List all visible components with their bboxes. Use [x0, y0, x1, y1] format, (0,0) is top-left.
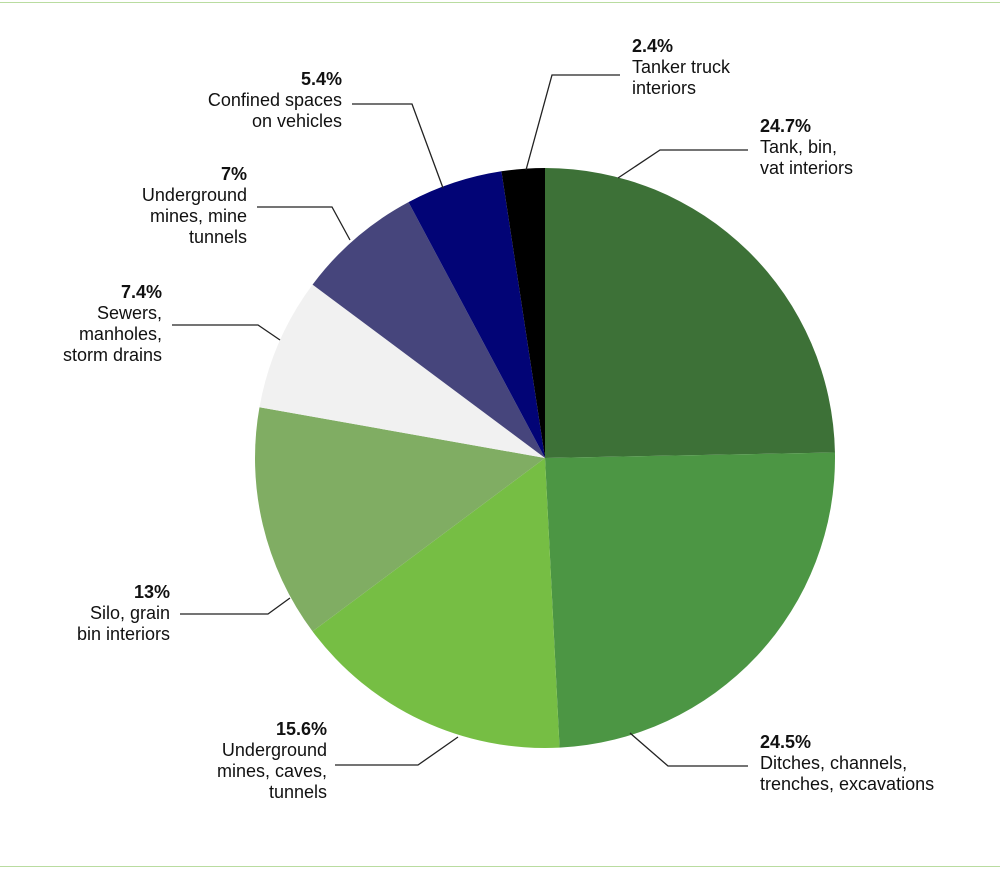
pie-slice-4	[255, 407, 545, 632]
slice-label-line: interiors	[632, 78, 696, 98]
slice-label-line: Sewers,	[97, 303, 162, 323]
slice-percent: 24.5%	[760, 732, 811, 752]
slice-percent: 2.4%	[632, 36, 673, 56]
slice-label-line: Confined spaces	[208, 90, 342, 110]
bottom-divider	[0, 866, 1000, 867]
top-divider	[0, 2, 1000, 3]
leader-line-8	[525, 74, 620, 171]
pie-slice-1	[545, 168, 835, 458]
slice-label-line: trenches, excavations	[760, 774, 934, 794]
slice-percent: 24.7%	[760, 116, 811, 136]
slice-label-line: tunnels	[189, 227, 247, 247]
slice-label-5: 7.4% Sewers, manholes, storm drains	[63, 282, 162, 365]
slice-label-line: Tank, bin,	[760, 137, 837, 157]
slice-labels: 24.7% Tank, bin, vat interiors 24.5% Ditches…	[63, 36, 934, 802]
slice-label-4: 13% Silo, grain bin interiors	[77, 582, 170, 644]
slice-percent: 15.6%	[276, 719, 327, 739]
slice-label-line: mines, caves,	[217, 761, 327, 781]
slice-label-line: storm drains	[63, 345, 162, 365]
slice-label-line: vat interiors	[760, 158, 853, 178]
slice-percent: 7.4%	[121, 282, 162, 302]
slice-label-line: Underground	[142, 185, 247, 205]
leader-line-2	[629, 732, 748, 767]
pie-slice-7	[408, 171, 545, 459]
leader-line-7	[352, 103, 444, 189]
slice-percent: 7%	[221, 164, 247, 184]
pie-slice-5	[259, 284, 545, 458]
slice-label-6: 7% Underground mines, mine tunnels	[142, 164, 247, 247]
slice-label-7: 5.4% Confined spaces on vehicles	[208, 69, 342, 131]
leader-line-5	[172, 324, 281, 341]
slice-label-line: manholes,	[79, 324, 162, 344]
pie-slices	[255, 168, 836, 748]
leader-line-3	[335, 736, 459, 766]
slice-label-8: 2.4% Tanker truck interiors	[632, 36, 731, 98]
leader-line-4	[180, 597, 291, 615]
slice-label-line: Silo, grain	[90, 603, 170, 623]
slice-label-2: 24.5% Ditches, channels, trenches, excavat…	[760, 732, 934, 794]
slice-label-line: Ditches, channels,	[760, 753, 907, 773]
slice-label-line: on vehicles	[252, 111, 342, 131]
slice-label-line: Tanker truck	[632, 57, 731, 77]
leader-line-6	[257, 206, 351, 241]
slice-label-line: mines, mine	[150, 206, 247, 226]
pie-slice-8	[501, 168, 545, 458]
pie-slice-2	[545, 452, 836, 748]
leader-line-1	[617, 149, 748, 179]
slice-percent: 5.4%	[301, 69, 342, 89]
slice-percent: 13%	[134, 582, 170, 602]
pie-slice-6	[312, 202, 545, 458]
slice-label-3: 15.6% Underground mines, caves, tunnels	[217, 719, 327, 802]
pie-slice-3	[312, 458, 560, 748]
slice-label-line: bin interiors	[77, 624, 170, 644]
slice-label-1: 24.7% Tank, bin, vat interiors	[760, 116, 853, 178]
leader-lines	[172, 74, 748, 767]
slice-label-line: tunnels	[269, 782, 327, 802]
slice-label-line: Underground	[222, 740, 327, 760]
